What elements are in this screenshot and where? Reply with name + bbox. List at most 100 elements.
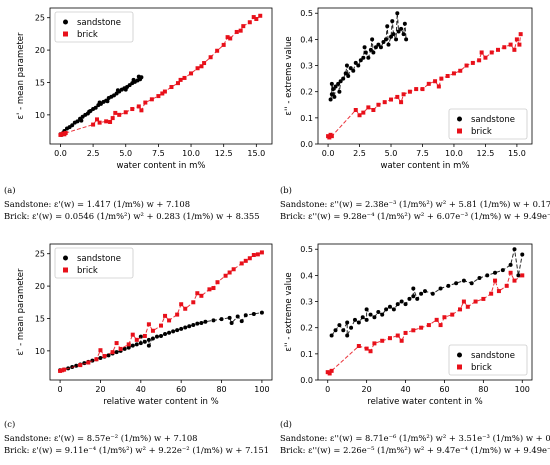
- data-point-sandstone: [344, 63, 349, 68]
- caption-a-brick-equation: Brick: ε'(w) = 0.0546 (1/m%²) w² + 0.283…: [4, 211, 260, 221]
- data-point-sandstone: [500, 268, 505, 273]
- data-point-sandstone: [93, 105, 98, 110]
- data-point-brick: [208, 55, 213, 60]
- data-point-brick: [199, 293, 204, 298]
- x-tick-label: 10.0: [445, 149, 463, 158]
- data-point-brick: [114, 341, 119, 346]
- data-point-brick: [162, 89, 167, 94]
- legend-marker-sandstone: [457, 116, 462, 122]
- chart-panel-c: 0 20 40 60 80 100 10 15 20 25 relative water conte…: [16, 243, 273, 407]
- y-tick-label: 0.1: [300, 350, 313, 359]
- caption-d: (d) Sandstone: ε''(w) = 8.71e⁻⁶ (1/m%²) …: [280, 418, 550, 456]
- data-point-brick: [329, 368, 334, 373]
- y-tick-label: 10: [35, 347, 45, 356]
- data-point-sandstone: [399, 26, 404, 31]
- data-point-sandstone: [446, 283, 451, 288]
- data-point-brick: [251, 15, 256, 20]
- data-point-sandstone: [356, 63, 361, 68]
- x-axis-label: water content in m%: [381, 161, 470, 171]
- data-point-brick: [473, 299, 478, 304]
- data-point-brick: [512, 278, 517, 283]
- data-point-sandstone: [146, 343, 151, 348]
- legend-label-sandstone: sandstone: [471, 115, 515, 125]
- data-point-brick: [380, 338, 385, 343]
- data-point-sandstone: [211, 318, 216, 323]
- data-point-sandstone: [114, 350, 119, 355]
- data-point-sandstone: [191, 322, 196, 327]
- data-point-sandstone: [376, 310, 381, 314]
- data-point-sandstone: [345, 320, 350, 325]
- data-point-sandstone: [368, 312, 373, 317]
- x-tick-label: 0.0: [54, 149, 67, 158]
- data-point-sandstone: [380, 312, 385, 317]
- data-point-brick: [414, 87, 419, 92]
- data-point-brick: [225, 35, 230, 40]
- data-point-brick: [329, 134, 334, 139]
- data-point-sandstone: [364, 307, 369, 312]
- data-point-brick: [98, 348, 103, 353]
- data-point-brick: [356, 344, 361, 348]
- data-point-brick: [117, 112, 122, 117]
- data-point-brick: [189, 71, 194, 76]
- data-point-sandstone: [163, 332, 168, 337]
- data-point-brick: [450, 312, 455, 317]
- data-point-brick: [159, 323, 163, 328]
- legend-label-sandstone: sandstone: [77, 18, 121, 28]
- data-point-brick: [512, 47, 517, 52]
- data-point-brick: [243, 258, 248, 263]
- data-point-sandstone: [477, 276, 482, 280]
- data-point-brick: [489, 291, 494, 296]
- data-point-brick: [357, 113, 362, 118]
- data-point-brick: [167, 318, 172, 323]
- data-point-sandstone: [395, 11, 400, 16]
- data-point-brick: [517, 42, 522, 47]
- legend-box: [448, 344, 528, 376]
- data-point-sandstone: [87, 109, 92, 114]
- legend-label-sandstone: sandstone: [77, 254, 121, 264]
- data-point-brick: [504, 283, 509, 288]
- legend-marker-brick: [63, 267, 68, 273]
- data-point-brick: [113, 110, 118, 115]
- data-point-brick: [221, 42, 226, 47]
- x-tick-label: 80: [478, 385, 488, 394]
- data-point-sandstone: [175, 328, 180, 333]
- data-point-brick: [104, 119, 109, 124]
- y-tick-label: 0.5: [300, 245, 313, 254]
- data-point-sandstone: [75, 119, 80, 124]
- data-point-brick: [175, 81, 180, 86]
- data-point-sandstone: [373, 45, 378, 50]
- data-point-sandstone: [187, 324, 192, 329]
- chart-panel-b: 0.0 2.5 5.0 7.5 10.0 12.5 15.0 0.0 0.1 0.2 0.3 0.4 0…: [284, 7, 533, 171]
- data-point-sandstone: [167, 330, 172, 335]
- data-point-brick: [382, 100, 387, 105]
- data-point-brick: [426, 81, 431, 86]
- data-point-brick: [458, 68, 463, 73]
- data-point-brick: [327, 135, 332, 140]
- data-point-brick: [366, 105, 371, 110]
- x-tick-label: 7.5: [416, 149, 429, 158]
- data-point-sandstone: [387, 304, 392, 309]
- data-point-sandstone: [378, 45, 383, 50]
- data-point-sandstone: [368, 47, 373, 52]
- data-point-brick: [126, 342, 131, 347]
- data-point-sandstone: [179, 326, 184, 331]
- data-point-brick: [514, 37, 519, 42]
- plot-frame: [49, 243, 273, 381]
- data-point-sandstone: [363, 50, 368, 55]
- data-point-sandstone: [389, 34, 394, 39]
- data-point-sandstone: [356, 320, 361, 325]
- data-point-brick: [470, 60, 475, 65]
- x-tick-label: 15.0: [508, 149, 526, 158]
- data-point-sandstone: [70, 123, 75, 128]
- data-point-brick: [91, 122, 96, 127]
- data-point-brick: [78, 363, 83, 368]
- x-tick-label: 0: [325, 385, 330, 394]
- data-point-sandstone: [461, 278, 466, 283]
- data-point-brick: [228, 36, 233, 41]
- data-point-brick: [86, 360, 91, 365]
- x-axis-label: water content in m%: [117, 161, 206, 171]
- y-tick-label: 25: [35, 14, 45, 23]
- data-point-brick: [493, 278, 498, 283]
- y-axis-label: ε' - mean parameter: [16, 268, 26, 356]
- data-point-sandstone: [352, 317, 357, 322]
